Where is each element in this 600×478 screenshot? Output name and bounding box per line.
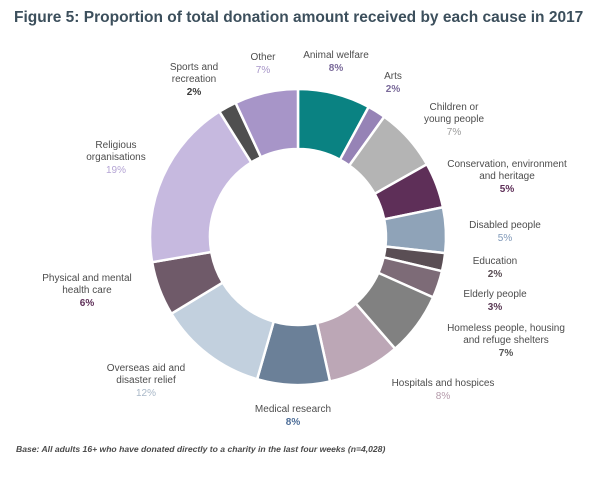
slice-value-label: 2% bbox=[187, 87, 202, 98]
slice-value-label: 3% bbox=[488, 302, 503, 313]
slice-value-label: 7% bbox=[499, 348, 514, 359]
slice-value-label: 12% bbox=[136, 388, 156, 399]
slice-value-label: 8% bbox=[436, 391, 451, 402]
label-physical-and-mental-health-care: Physical and mental health care 6% bbox=[42, 273, 132, 309]
slice-label-text: Medical research bbox=[255, 404, 331, 415]
slice-label-text: Conservation, environment and heritage bbox=[447, 159, 567, 182]
slice-value-label: 19% bbox=[106, 165, 126, 176]
slice-value-label: 2% bbox=[386, 84, 401, 95]
label-hospitals-and-hospices: Hospitals and hospices 8% bbox=[392, 378, 495, 402]
label-disabled-people: Disabled people 5% bbox=[469, 220, 541, 244]
slice-label-text: Physical and mental health care bbox=[42, 273, 132, 296]
slice-label-text: Children or young people bbox=[424, 102, 484, 125]
label-homeless-people-housing-and-refuge-shelters: Homeless people, housing and refuge shelt… bbox=[447, 323, 565, 359]
slice-value-label: 5% bbox=[498, 233, 513, 244]
label-children-or-young-people: Children or young people 7% bbox=[424, 102, 484, 138]
label-overseas-aid-and-disaster-relief: Overseas aid and disaster relief 12% bbox=[107, 363, 185, 399]
label-sports-and-recreation: Sports and recreation 2% bbox=[170, 62, 218, 98]
slice-label-text: Sports and recreation bbox=[170, 62, 218, 85]
slice-label-text: Religious organisations bbox=[86, 140, 145, 163]
base-footnote: Base: All adults 16+ who have donated di… bbox=[16, 444, 386, 454]
slice-label-text: Elderly people bbox=[463, 289, 527, 300]
label-arts: Arts 2% bbox=[384, 71, 402, 95]
slice-value-label: 8% bbox=[286, 417, 301, 428]
slice-label-text: Hospitals and hospices bbox=[392, 378, 495, 389]
label-religious-organisations: Religious organisations 19% bbox=[86, 140, 145, 176]
slice-label-text: Education bbox=[473, 256, 517, 267]
label-medical-research: Medical research 8% bbox=[255, 404, 331, 428]
slice-value-label: 6% bbox=[80, 298, 95, 309]
slice-value-label: 7% bbox=[256, 65, 271, 76]
slice-other bbox=[233, 87, 300, 159]
slice-value-label: 2% bbox=[488, 269, 503, 280]
slice-value-label: 8% bbox=[329, 63, 344, 74]
label-other: Other 7% bbox=[250, 52, 276, 76]
label-conservation-environment-and-heritage: Conservation, environment and heritage 5% bbox=[447, 159, 567, 195]
slice-label-text: Animal welfare bbox=[303, 50, 369, 61]
slice-label-text: Overseas aid and disaster relief bbox=[107, 363, 185, 386]
slice-value-label: 5% bbox=[500, 184, 515, 195]
label-education: Education 2% bbox=[473, 256, 517, 280]
slice-value-label: 7% bbox=[447, 127, 462, 138]
slice-label-text: Disabled people bbox=[469, 220, 541, 231]
chart-title: Figure 5: Proportion of total donation a… bbox=[14, 9, 584, 26]
slice-label-text: Homeless people, housing and refuge shelt… bbox=[447, 323, 565, 346]
slice-label-text: Arts bbox=[384, 71, 402, 82]
label-animal-welfare: Animal welfare 8% bbox=[303, 50, 369, 74]
slice-label-text: Other bbox=[250, 52, 276, 63]
label-elderly-people: Elderly people 3% bbox=[463, 289, 527, 313]
